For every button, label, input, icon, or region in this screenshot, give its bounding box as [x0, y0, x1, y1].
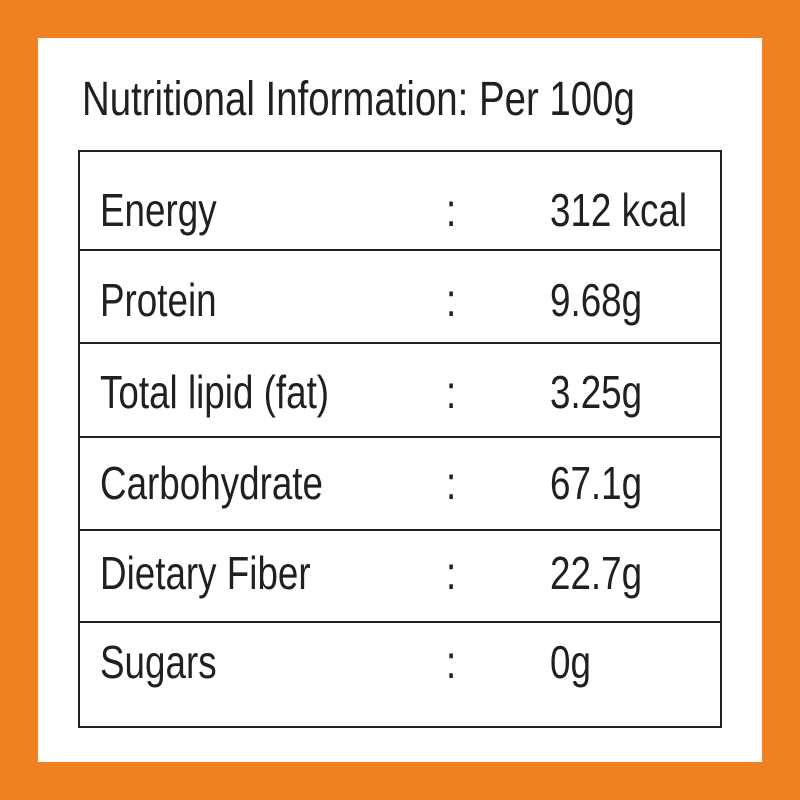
row-colon: :	[446, 636, 457, 688]
row-label: Energy	[100, 184, 217, 236]
row-label: Carbohydrate	[100, 457, 323, 509]
row-colon: :	[446, 184, 457, 236]
row-value: 22.7g	[550, 547, 643, 599]
row-divider	[78, 529, 722, 531]
row-value: 3.25g	[550, 366, 643, 418]
row-colon: :	[446, 547, 457, 599]
row-value: 67.1g	[550, 457, 643, 509]
table	[78, 150, 722, 728]
row-value: 0g	[550, 636, 591, 688]
row-divider	[78, 342, 722, 344]
row-value: 9.68g	[550, 274, 643, 326]
row-divider	[78, 621, 722, 623]
row-divider	[78, 436, 722, 438]
row-label: Dietary Fiber	[100, 547, 311, 599]
row-label: Protein	[100, 274, 217, 326]
row-label: Total lipid (fat)	[100, 366, 330, 418]
title: Nutritional Information: Per 100g	[82, 73, 635, 126]
row-colon: :	[446, 366, 457, 418]
panel	[38, 38, 762, 762]
row-divider	[78, 249, 722, 251]
row-value: 312 kcal	[550, 184, 688, 236]
row-colon: :	[446, 457, 457, 509]
row-label: Sugars	[100, 636, 217, 688]
row-colon: :	[446, 274, 457, 326]
